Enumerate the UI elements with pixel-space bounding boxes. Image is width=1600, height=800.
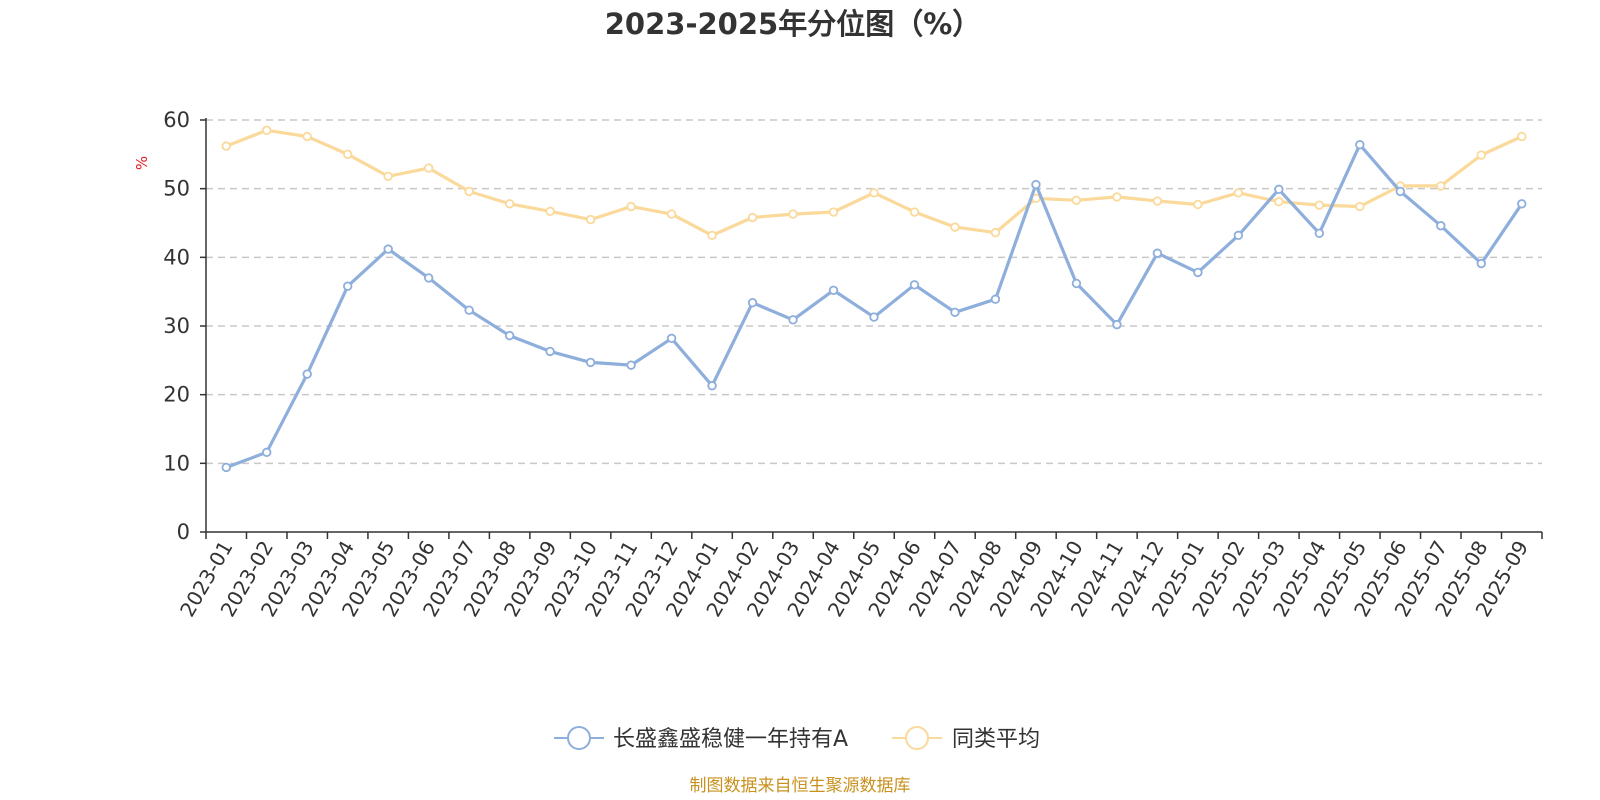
data-point[interactable] <box>1476 258 1486 269</box>
data-point[interactable] <box>1274 197 1284 207</box>
source-note: 制图数据来自恒生聚源数据库 <box>690 776 911 796</box>
legend-item-1[interactable]: 同类平均 <box>892 726 1040 752</box>
data-point[interactable] <box>504 199 515 209</box>
data-point[interactable] <box>909 207 920 217</box>
data-point[interactable] <box>707 230 717 241</box>
data-point[interactable] <box>1355 140 1365 150</box>
data-point[interactable] <box>1071 195 1082 206</box>
data-point[interactable] <box>221 141 231 151</box>
data-point[interactable] <box>1395 186 1406 197</box>
data-point[interactable] <box>1233 230 1244 241</box>
data-point[interactable] <box>1517 199 1527 209</box>
y-tick-label: 60 <box>163 108 190 132</box>
data-point[interactable] <box>221 462 231 473</box>
data-point[interactable] <box>545 206 555 217</box>
data-point[interactable] <box>828 207 839 217</box>
gridlines <box>206 119 1542 465</box>
data-point[interactable] <box>423 163 434 173</box>
data-point[interactable] <box>1517 131 1527 142</box>
y-tick-label: 50 <box>163 177 190 201</box>
data-point[interactable] <box>788 315 798 325</box>
data-point[interactable] <box>828 285 839 295</box>
series-1 <box>221 125 1527 241</box>
data-point[interactable] <box>747 212 758 223</box>
data-point[interactable] <box>990 227 1001 238</box>
data-point[interactable] <box>464 186 474 197</box>
data-point[interactable] <box>1355 201 1365 212</box>
y-tick-label: 10 <box>163 451 190 475</box>
data-point[interactable] <box>950 307 960 317</box>
legend[interactable]: 长盛鑫盛稳健一年持有A 同类平均 <box>554 726 1040 752</box>
data-point[interactable] <box>1031 179 1041 190</box>
data-point[interactable] <box>302 131 312 142</box>
data-point[interactable] <box>383 244 393 254</box>
data-point[interactable] <box>1071 278 1082 289</box>
data-point[interactable] <box>464 305 474 315</box>
data-point[interactable] <box>504 330 515 341</box>
data-point[interactable] <box>1112 192 1122 202</box>
data-point[interactable] <box>585 214 596 225</box>
chart-title: 2023-2025年分位图（%） <box>605 7 982 41</box>
data-point[interactable] <box>383 171 393 182</box>
data-point[interactable] <box>262 447 272 458</box>
data-point[interactable] <box>1152 196 1163 206</box>
y-tick-label: 0 <box>177 520 190 544</box>
data-point[interactable] <box>423 273 434 283</box>
legend-item-0[interactable]: 长盛鑫盛稳健一年持有A <box>554 726 848 752</box>
legend-marker-icon <box>905 726 929 750</box>
data-point[interactable] <box>1152 248 1163 258</box>
data-point[interactable] <box>1193 199 1203 210</box>
axes: 01020304050602023-012023-022023-032023-0… <box>163 108 1543 621</box>
data-point[interactable] <box>626 201 636 212</box>
data-point[interactable] <box>342 281 353 291</box>
series-0 <box>221 140 1527 473</box>
y-axis-label: % <box>133 156 151 170</box>
legend-marker-icon <box>567 726 591 750</box>
y-tick-label: 40 <box>163 245 190 269</box>
data-point[interactable] <box>950 222 960 232</box>
data-point[interactable] <box>666 333 677 344</box>
legend-label: 长盛鑫盛稳健一年持有A <box>613 727 848 752</box>
series-layer <box>221 125 1527 473</box>
data-point[interactable] <box>1112 319 1122 330</box>
series-line <box>225 128 1523 237</box>
data-point[interactable] <box>707 381 717 391</box>
data-point[interactable] <box>990 294 1001 304</box>
legend-label: 同类平均 <box>952 727 1040 752</box>
data-point[interactable] <box>909 280 920 290</box>
data-point[interactable] <box>342 149 353 160</box>
data-point[interactable] <box>626 360 636 370</box>
data-point[interactable] <box>1314 200 1325 210</box>
data-point[interactable] <box>1233 188 1244 198</box>
y-tick-label: 30 <box>163 314 190 338</box>
data-point[interactable] <box>1274 184 1284 195</box>
data-point[interactable] <box>869 188 879 198</box>
data-point[interactable] <box>1193 267 1203 278</box>
data-point[interactable] <box>666 209 677 219</box>
data-point[interactable] <box>1476 150 1486 160</box>
data-point[interactable] <box>302 369 312 379</box>
y-tick-label: 20 <box>163 383 190 407</box>
data-point[interactable] <box>1436 181 1446 191</box>
data-point[interactable] <box>585 357 596 368</box>
data-point[interactable] <box>747 297 758 308</box>
data-point[interactable] <box>788 209 798 219</box>
data-point[interactable] <box>545 346 555 357</box>
data-point[interactable] <box>262 125 272 135</box>
data-point[interactable] <box>1314 228 1325 238</box>
data-point[interactable] <box>869 312 879 322</box>
data-point[interactable] <box>1436 221 1446 231</box>
